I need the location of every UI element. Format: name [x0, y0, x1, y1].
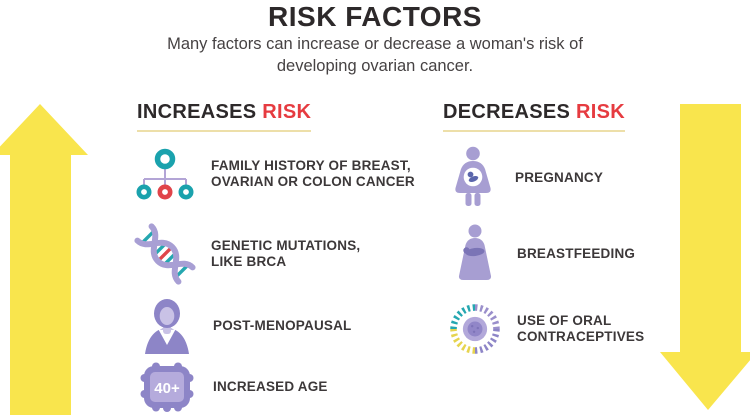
decreases-heading-accent: RISK [576, 101, 626, 123]
list-item-label: INCREASED AGE [213, 378, 328, 394]
up-arrow-shape [0, 104, 88, 415]
oral-contraceptive-pack-icon [447, 301, 503, 357]
list-item-label: USE OF ORAL CONTRACEPTIVES [517, 312, 645, 345]
decreases-heading-main: DECREASES [443, 101, 571, 123]
age-40-plus-badge-icon: 40+ [135, 362, 199, 412]
list-item-genetic-mutations: GENETIC MUTATIONS, LIKE BRCA [133, 220, 360, 288]
subtitle: Many factors can increase or decrease a … [0, 33, 750, 77]
dna-icon [133, 222, 197, 286]
pregnant-woman-icon [445, 146, 501, 210]
increases-heading-accent: RISK [262, 101, 312, 123]
family-tree-icon [133, 148, 197, 200]
up-arrow [0, 104, 88, 415]
post-menopausal-woman-icon [135, 297, 199, 355]
page-title: RISK FACTORS [268, 1, 482, 32]
down-arrow-shape [660, 104, 750, 410]
list-item-post-menopausal: POST-MENOPAUSAL [135, 296, 352, 356]
list-item-increased-age: 40+ INCREASED AGE [135, 362, 328, 412]
down-arrow [660, 104, 750, 410]
list-item-family-history: FAMILY HISTORY OF BREAST, OVARIAN OR COL… [133, 146, 415, 202]
list-item-label: GENETIC MUTATIONS, LIKE BRCA [211, 237, 361, 270]
list-item-oral-contraceptives: USE OF ORAL CONTRACEPTIVES [447, 300, 644, 358]
list-item-label: FAMILY HISTORY OF BREAST, OVARIAN OR COL… [211, 157, 415, 190]
subtitle-line-1: Many factors can increase or decrease a … [167, 35, 583, 53]
decreases-risk-heading: DECREASES RISK [443, 101, 626, 132]
age-badge-text: 40+ [154, 380, 180, 397]
list-item-label: BREASTFEEDING [517, 245, 636, 261]
list-item-label: POST-MENOPAUSAL [213, 317, 352, 333]
breastfeeding-woman-icon [447, 224, 503, 284]
list-item-breastfeeding: BREASTFEEDING [447, 224, 635, 284]
increases-heading-main: INCREASES [137, 101, 257, 123]
increases-risk-heading: INCREASES RISK [137, 101, 312, 132]
list-item-pregnancy: PREGNANCY [445, 146, 603, 210]
subtitle-line-2: developing ovarian cancer. [276, 57, 474, 75]
list-item-label: PREGNANCY [515, 169, 604, 185]
